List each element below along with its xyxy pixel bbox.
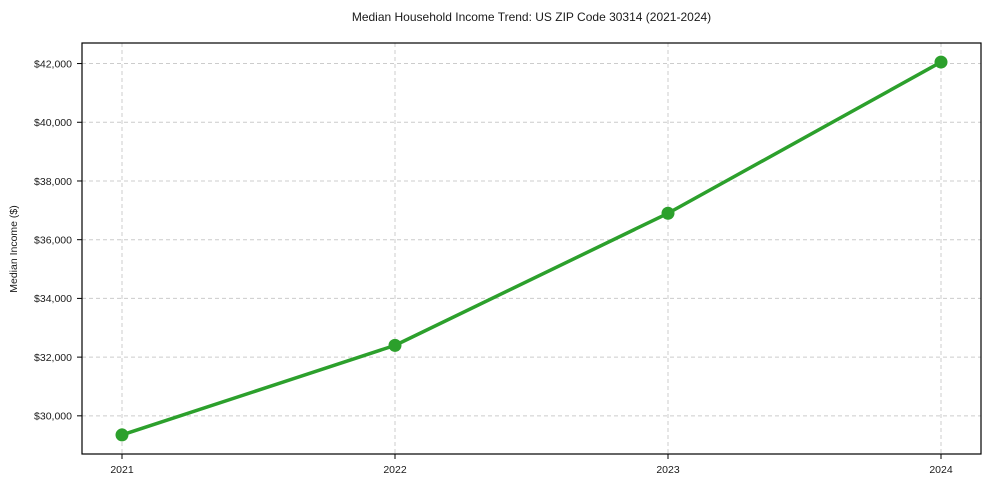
x-tick-label: 2022 <box>383 464 407 476</box>
x-tick-label: 2023 <box>656 464 680 476</box>
trend-line <box>120 60 943 437</box>
y-axis-label: Median Income ($) <box>8 205 20 293</box>
y-tick-label: $30,000 <box>34 411 72 423</box>
y-tick-label: $38,000 <box>34 176 72 188</box>
x-tick-label: 2021 <box>110 464 134 476</box>
data-point <box>661 206 675 220</box>
y-tick-label: $42,000 <box>34 58 72 70</box>
y-tick-label: $34,000 <box>34 293 72 305</box>
y-tick-label: $36,000 <box>34 234 72 246</box>
data-point <box>388 338 402 352</box>
y-tick-label: $32,000 <box>34 352 72 364</box>
data-point <box>934 55 948 69</box>
chart-title: Median Household Income Trend: US ZIP Co… <box>351 10 712 24</box>
plot-border <box>81 42 982 455</box>
data-point <box>115 428 129 442</box>
x-tick-label: 2024 <box>929 464 953 476</box>
y-tick-label: $40,000 <box>34 117 72 129</box>
